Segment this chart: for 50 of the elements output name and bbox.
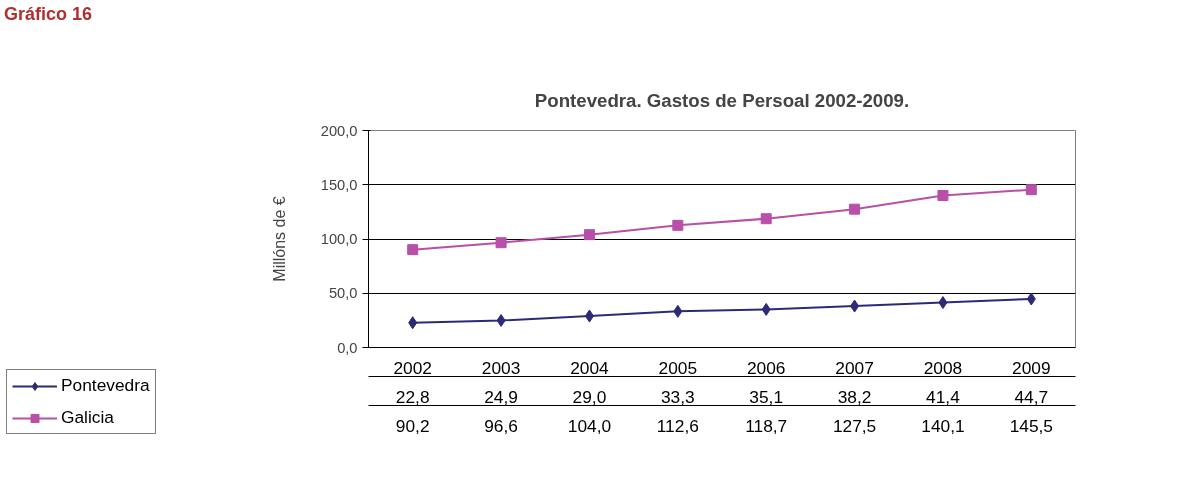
x-tick-label: 2008 <box>923 357 963 378</box>
data-label: 44,7 <box>1014 386 1049 407</box>
data-label: 35,1 <box>749 386 784 407</box>
data-label: 38,2 <box>837 386 872 407</box>
point <box>1026 292 1036 306</box>
data-label: 145,5 <box>1009 415 1054 436</box>
chart-title: Pontevedra. Gastos de Persoal 2002-2009. <box>534 89 910 111</box>
text: Gráfico 16 <box>4 4 93 24</box>
point <box>937 189 949 201</box>
x-tick-label: 2009 <box>1012 357 1051 378</box>
x-tick-label: 2004 <box>570 357 610 378</box>
point <box>938 296 948 310</box>
y-tick-label: 50,0 <box>328 285 358 302</box>
data-label: 96,6 <box>484 415 518 436</box>
point <box>496 313 506 327</box>
data-label: 90,2 <box>395 415 430 436</box>
y-tick-label: 100,0 <box>320 231 358 247</box>
data-label: 33,3 <box>660 386 695 407</box>
point <box>408 316 418 330</box>
x-tick-label: 2006 <box>746 357 786 378</box>
point <box>761 302 771 316</box>
y-tick-label: 200,0 <box>320 122 358 139</box>
data-label: 140,1 <box>921 415 965 436</box>
x-tick-label: 2003 <box>481 357 521 378</box>
point <box>407 244 419 256</box>
y-tick-label: 150,0 <box>320 176 358 193</box>
point <box>1025 184 1037 196</box>
point <box>673 304 683 318</box>
data-label: 104,0 <box>567 415 612 436</box>
point <box>760 213 772 225</box>
point <box>495 237 507 249</box>
x-tick-label: 2002 <box>393 357 432 378</box>
data-label: 127,5 <box>832 415 877 436</box>
point <box>849 203 861 215</box>
data-label: 29,0 <box>572 386 607 407</box>
legend-label: Galicia <box>61 407 114 428</box>
x-tick-label: 2005 <box>658 357 698 378</box>
data-label: 118,7 <box>745 415 788 436</box>
x-tick-label: 2007 <box>835 357 874 378</box>
point <box>672 219 684 231</box>
data-label: 112,6 <box>656 415 699 436</box>
point <box>850 299 860 313</box>
point <box>584 309 594 323</box>
y-tick-label: 0,0 <box>337 339 358 356</box>
point <box>583 229 595 241</box>
data-label: 24,9 <box>484 386 518 407</box>
data-label: 22,8 <box>395 386 430 407</box>
legend-label: Pontevedra <box>61 375 150 396</box>
data-label: 41,4 <box>926 386 961 407</box>
y-axis-title: Millóns de € <box>270 196 288 282</box>
